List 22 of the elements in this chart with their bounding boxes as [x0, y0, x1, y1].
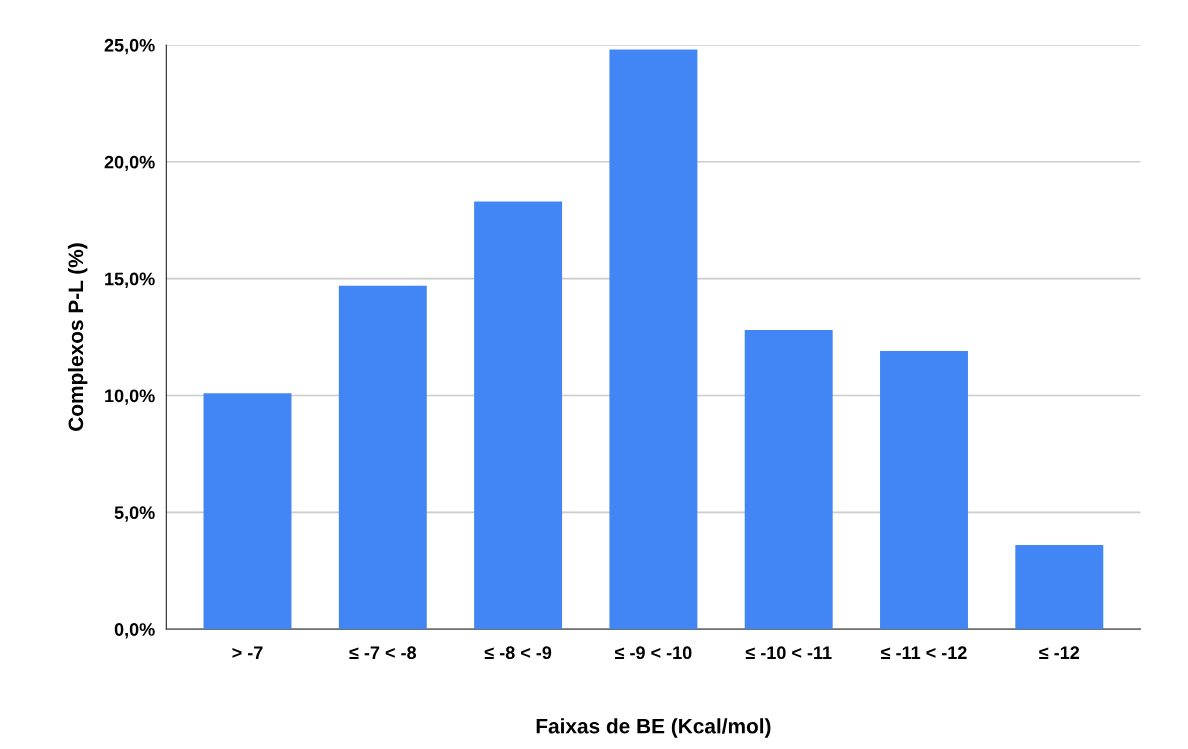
y-tick-label: 25,0% — [104, 38, 155, 55]
y-axis-title: Complexos P-L (%) — [67, 243, 88, 431]
bar — [609, 49, 698, 630]
bar — [880, 351, 968, 630]
x-tick-label: ≤ -9 < -10 — [615, 646, 692, 660]
bar — [203, 393, 292, 630]
y-tick-label: 20,0% — [104, 155, 155, 172]
x-tick-label: ≤ -10 < -11 — [745, 646, 832, 660]
x-tick-label: ≤ -11 < -12 — [881, 646, 967, 659]
bar — [474, 201, 563, 630]
bar — [338, 285, 427, 630]
y-tick-label: 10,0% — [105, 389, 155, 405]
y-tick-label: 15,0% — [105, 272, 155, 288]
bar — [744, 330, 833, 630]
x-tick-label: ≤ -8 < -9 — [484, 646, 552, 660]
x-tick-label: > -7 — [232, 646, 263, 659]
y-tick-label: 5,0% — [114, 506, 155, 522]
y-tick-label: 0,0% — [114, 623, 155, 639]
x-tick-label: ≤ -12 — [1039, 646, 1080, 659]
bar — [1015, 545, 1104, 630]
x-tick-label: ≤ -7 < -8 — [349, 646, 417, 660]
x-axis-title: Faixas de BE (Kcal/mol) — [536, 718, 771, 738]
